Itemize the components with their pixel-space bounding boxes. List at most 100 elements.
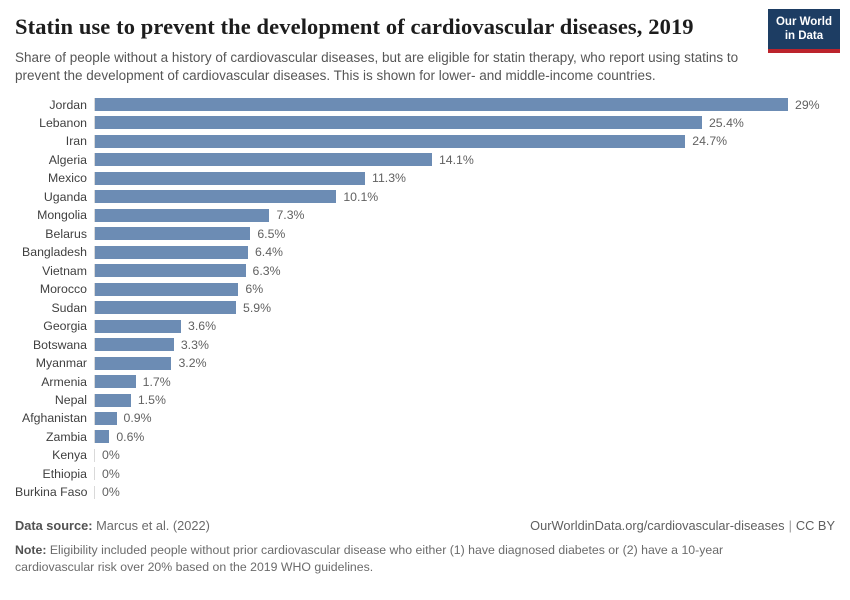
chart-row[interactable]: Vietnam 6.3%: [15, 263, 835, 278]
country-label[interactable]: Jordan: [49, 97, 87, 112]
owid-url-link[interactable]: OurWorldinData.org/cardiovascular-diseas…: [530, 518, 785, 533]
country-label[interactable]: Sudan: [51, 300, 87, 315]
owid-logo[interactable]: Our World in Data: [767, 9, 840, 53]
country-label[interactable]: Mongolia: [37, 208, 87, 223]
country-label[interactable]: Ethiopia: [42, 466, 87, 481]
bar-area: 25.4%: [94, 115, 835, 130]
chart-row[interactable]: Burkina Faso 0%: [15, 485, 835, 500]
chart-subtitle: Share of people without a history of car…: [15, 50, 739, 83]
value-label: 3.6%: [188, 319, 217, 334]
value-label: 11.3%: [372, 171, 406, 186]
chart-row[interactable]: Mongolia 7.3%: [15, 208, 835, 223]
country-label[interactable]: Bangladesh: [22, 245, 87, 260]
country-label[interactable]: Algeria: [48, 152, 87, 167]
value-label: 6.4%: [254, 245, 283, 260]
country-label[interactable]: Mexico: [48, 171, 87, 186]
value-label: 14.1%: [438, 152, 474, 167]
chart-row[interactable]: Ethiopia 0%: [15, 466, 835, 481]
bar[interactable]: [95, 190, 337, 204]
value-label: 29%: [795, 97, 820, 112]
country-label[interactable]: Kenya: [52, 448, 87, 463]
country-label[interactable]: Afghanistan: [22, 411, 87, 426]
footer-links: OurWorldinData.org/cardiovascular-diseas…: [530, 518, 835, 533]
country-label[interactable]: Vietnam: [42, 263, 87, 278]
chart-row[interactable]: Mexico 11.3%: [15, 171, 835, 186]
data-source-label: Data source:: [15, 518, 93, 533]
chart-row[interactable]: Bangladesh 6.4%: [15, 245, 835, 260]
bar[interactable]: [95, 153, 432, 167]
chart-row[interactable]: Iran 24.7%: [15, 134, 835, 149]
chart-row[interactable]: Nepal 1.5%: [15, 393, 835, 407]
value-label: 25.4%: [708, 115, 744, 130]
bar[interactable]: [95, 208, 270, 222]
bar[interactable]: [95, 301, 236, 315]
bar-area: 11.3%: [94, 171, 835, 186]
country-label[interactable]: Lebanon: [39, 115, 87, 130]
country-label[interactable]: Morocco: [39, 282, 87, 297]
note-text: Eligibility included people without prio…: [15, 543, 724, 574]
chart-row[interactable]: Armenia 1.7%: [15, 374, 835, 389]
chart-note: Note: Eligibility included people withou…: [15, 542, 757, 576]
bar-area: 10.1%: [94, 189, 835, 204]
country-label[interactable]: Zambia: [45, 429, 87, 444]
value-label: 10.1%: [343, 189, 379, 204]
license-link[interactable]: CC BY: [795, 518, 835, 533]
chart-row[interactable]: Zambia 0.6%: [15, 429, 835, 444]
bar[interactable]: [95, 171, 366, 185]
chart-row[interactable]: Belarus 6.5%: [15, 226, 835, 241]
chart-row[interactable]: Algeria 14.1%: [15, 152, 835, 167]
bar[interactable]: [95, 319, 182, 333]
chart-row[interactable]: Morocco 6%: [15, 282, 835, 297]
value-label: 5.9%: [242, 300, 272, 315]
value-label: 7.3%: [276, 208, 305, 223]
country-label[interactable]: Belarus: [45, 226, 87, 241]
bar[interactable]: [95, 134, 686, 148]
chart-row[interactable]: Myanmar 3.2%: [15, 356, 835, 371]
country-label[interactable]: Georgia: [43, 319, 87, 334]
chart-row[interactable]: Georgia 3.6%: [15, 319, 835, 334]
value-label: 6.5%: [257, 226, 286, 241]
chart-row[interactable]: Kenya 0%: [15, 448, 835, 463]
value-label: 0%: [102, 466, 120, 481]
value-label: 0%: [102, 448, 120, 463]
bar[interactable]: [95, 98, 788, 111]
bar-area: 3.6%: [94, 319, 835, 334]
value-label: 6.3%: [252, 263, 281, 278]
bar-area: 6.3%: [94, 263, 835, 278]
bar-area: 1.5%: [94, 393, 835, 407]
country-label[interactable]: Myanmar: [35, 356, 87, 371]
country-label[interactable]: Nepal: [54, 393, 87, 407]
country-label[interactable]: Botswana: [32, 337, 87, 352]
chart-row[interactable]: Lebanon 25.4%: [15, 115, 835, 130]
bar[interactable]: [95, 430, 110, 444]
bar-chart: Jordan 29% Lebanon 25.4% Iran 24.7% Algeria 14.…: [15, 97, 835, 500]
data-source: Data source: Marcus et al. (2022): [15, 518, 210, 533]
country-label[interactable]: Armenia: [41, 374, 87, 389]
bar[interactable]: [95, 264, 246, 278]
bar[interactable]: [95, 282, 239, 296]
footer-separator: |: [788, 518, 792, 533]
chart-row[interactable]: Botswana 3.3%: [15, 337, 835, 352]
bar[interactable]: [95, 227, 251, 241]
bar[interactable]: [95, 411, 117, 425]
value-label: 3.2%: [178, 356, 207, 371]
bar-area: 5.9%: [94, 300, 835, 315]
bar-area: 0.9%: [94, 411, 835, 425]
chart-row[interactable]: Uganda 10.1%: [15, 189, 835, 204]
bar[interactable]: [95, 338, 174, 352]
bar[interactable]: [95, 356, 172, 370]
chart-row[interactable]: Jordan 29%: [15, 97, 835, 112]
chart-row[interactable]: Sudan 5.9%: [15, 300, 835, 315]
value-label: 6%: [245, 282, 264, 297]
bar-area: 0%: [94, 466, 835, 481]
chart-header: Statin use to prevent the development of…: [15, 9, 840, 85]
country-label[interactable]: Iran: [65, 134, 87, 149]
country-label[interactable]: Uganda: [43, 189, 87, 204]
bar[interactable]: [95, 393, 131, 407]
bar[interactable]: [95, 245, 248, 259]
bar[interactable]: [95, 375, 136, 389]
bar[interactable]: [95, 116, 702, 130]
bar-area: 0.6%: [94, 430, 835, 444]
chart-row[interactable]: Afghanistan 0.9%: [15, 411, 835, 426]
country-label[interactable]: Burkina Faso: [15, 485, 88, 500]
